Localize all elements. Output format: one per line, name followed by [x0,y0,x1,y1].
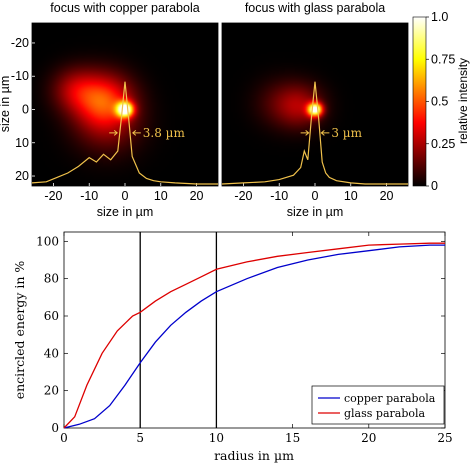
glass-panel-title: focus with glass parabola [245,1,385,15]
copper-focus-heatmap [32,23,218,186]
colorbar: 0 0.25 0.5 0.75 1.0 relative intensity [412,10,470,193]
colorbar-gradient [412,16,427,187]
glass-lineout-profile [221,81,408,185]
x-tick-label: 15 [285,431,300,445]
copper-panel-title: focus with copper parabola [50,1,199,15]
line-x-label: radius in µm [214,448,294,463]
glass-fwhm-annotation: 3 µm [300,126,363,140]
legend: copper parabola glass parabola [311,385,445,425]
x-tick-label: -10 [80,189,98,203]
y-tick-label: -20 [11,36,29,50]
x-tick-label: 10 [154,189,168,203]
x-tick-label: 20 [361,431,376,445]
legend-box [311,385,445,425]
x-tick-label: 0 [312,189,319,203]
glass-x-ticks: -20 -10 0 10 20 [234,183,394,203]
x-tick-label: 25 [437,431,452,445]
colorbar-tick-label: 0 [431,179,438,193]
colorbar-tick-label: 0.75 [431,52,455,66]
fwhm-arrow-right [132,129,141,136]
glass-fwhm-label: 3 µm [331,126,362,140]
reference-lines [139,232,218,428]
series-copper-parabola [63,244,445,429]
x-tick-label: 0 [122,189,129,203]
colorbar-tick-label: 1.0 [431,10,448,24]
series-glass-parabola [63,242,445,429]
copper-y-ticks: -20 -10 0 10 20 [11,36,35,183]
copper-focus-panel: focus with copper parabola -20 -10 0 10 20 -… [0,1,219,219]
glass-x-label: size in µm [287,205,344,219]
y-tick-label: 60 [44,309,59,323]
legend-label-glass: glass parabola [344,407,426,420]
line-axis-ticks: 0 5 10 15 20 25 0 20 40 60 80 100 [36,232,453,445]
glass-focus-panel: focus with glass parabola -20 -10 0 10 20 3 … [221,1,409,219]
y-tick-label: 100 [36,234,59,248]
y-tick-label: 20 [44,384,59,398]
copper-y-label: size in µm [0,76,12,133]
y-tick-label: 40 [44,346,59,360]
copper-fwhm-label: 3.8 µm [143,126,186,140]
x-tick-label: -20 [234,189,252,203]
y-tick-label: 10 [15,136,29,150]
x-tick-label: 10 [344,189,358,203]
fwhm-arrow-left [109,129,118,136]
x-tick-label: 10 [209,431,224,445]
encircled-energy-chart: 0 5 10 15 20 25 0 20 40 60 80 100 copper parabola g… [12,231,453,463]
copper-x-ticks: -20 -10 0 10 20 [44,183,204,203]
colorbar-label: relative intensity [456,58,470,144]
y-tick-label: -10 [11,69,29,83]
fwhm-arrow-right [320,129,330,136]
glass-focus-heatmap [222,23,408,186]
x-tick-label: 20 [190,189,204,203]
y-tick-label: 80 [44,272,59,286]
colorbar-tick-label: 0.5 [431,95,448,109]
y-tick-label: 0 [51,421,59,435]
x-tick-label: 20 [380,189,394,203]
x-tick-label: 0 [60,431,68,445]
y-tick-label: 0 [22,102,29,116]
fwhm-arrow-left [300,129,310,136]
copper-lineout-profile [31,81,218,185]
x-tick-label: -10 [270,189,288,203]
y-tick-label: 20 [15,169,29,183]
legend-label-copper: copper parabola [344,392,436,405]
colorbar-tick-label: 0.25 [431,137,455,151]
line-y-label: encircled energy in % [12,261,27,400]
copper-x-label: size in µm [97,205,154,219]
x-tick-label: -20 [44,189,62,203]
colorbar-ticks: 0 0.25 0.5 0.75 1.0 [426,10,455,193]
x-tick-label: 5 [136,431,144,445]
copper-fwhm-annotation: 3.8 µm [109,126,185,140]
